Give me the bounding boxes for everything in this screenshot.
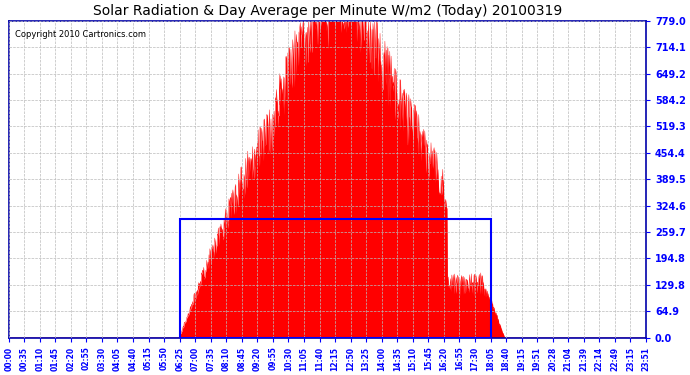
Bar [179, 219, 491, 338]
Title: Solar Radiation & Day Average per Minute W/m2 (Today) 20100319: Solar Radiation & Day Average per Minute… [92, 4, 562, 18]
Text: Copyright 2010 Cartronics.com: Copyright 2010 Cartronics.com [15, 30, 146, 39]
